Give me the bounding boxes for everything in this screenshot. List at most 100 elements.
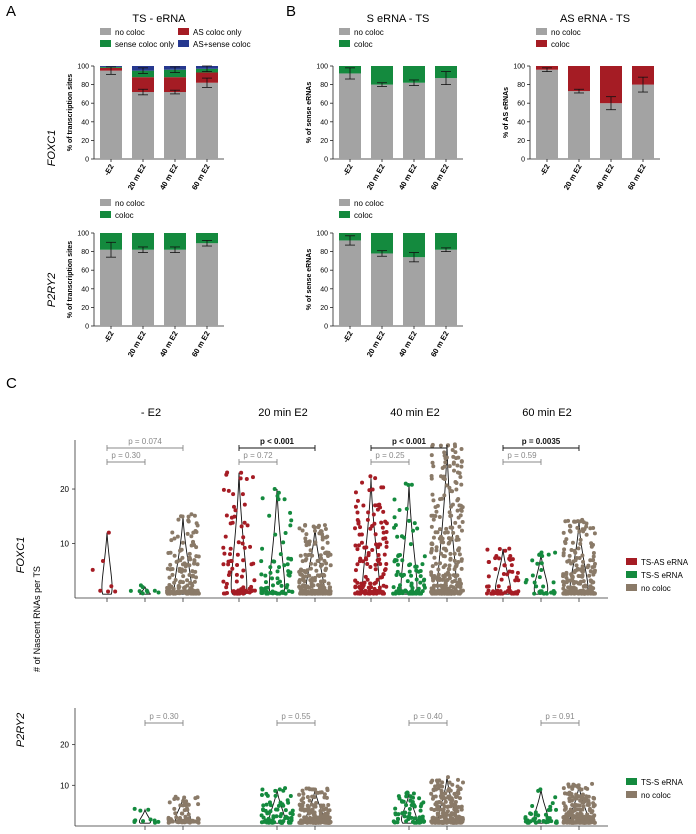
- data-point: [449, 800, 454, 805]
- data-point: [167, 586, 172, 591]
- data-point: [447, 780, 452, 785]
- data-point: [180, 540, 185, 545]
- data-point: [191, 539, 196, 544]
- data-point: [360, 480, 365, 485]
- data-point: [372, 581, 377, 586]
- bar-segment-0: [536, 69, 558, 159]
- data-point: [313, 562, 318, 567]
- data-point: [592, 803, 597, 808]
- data-point: [366, 553, 371, 558]
- bar-segment-0: [568, 91, 590, 159]
- data-point: [456, 559, 461, 564]
- data-point: [241, 558, 246, 563]
- data-point: [301, 583, 306, 588]
- data-point: [283, 531, 288, 536]
- data-point: [308, 561, 313, 566]
- data-point: [221, 591, 226, 596]
- data-point: [453, 520, 458, 525]
- y-tick-label: 20: [81, 305, 89, 312]
- data-point: [436, 572, 441, 577]
- data-point: [541, 819, 546, 824]
- data-point: [303, 523, 308, 528]
- data-point: [407, 569, 412, 574]
- data-point: [373, 532, 378, 537]
- data-point: [297, 526, 302, 531]
- legend-label: coloc: [551, 40, 570, 49]
- data-point: [185, 578, 190, 583]
- data-point: [300, 572, 305, 577]
- p-value-label: p < 0.001: [392, 437, 427, 446]
- y-tick-label: 0: [521, 157, 525, 164]
- data-point: [430, 778, 435, 783]
- data-point: [190, 818, 195, 823]
- data-point: [235, 563, 240, 568]
- data-point: [109, 584, 114, 589]
- data-point: [443, 460, 448, 465]
- data-point: [452, 468, 457, 473]
- y-tick-label: 60: [517, 101, 525, 108]
- data-point: [573, 815, 578, 820]
- data-point: [169, 589, 174, 594]
- chart-b1: S eRNA - TS no coloc coloc 0 20 40 60 80 100 % of…: [306, 13, 463, 192]
- data-point: [497, 556, 502, 561]
- data-point: [440, 784, 445, 789]
- data-point: [323, 551, 328, 556]
- data-point: [355, 580, 360, 585]
- data-point: [535, 561, 540, 566]
- data-point: [400, 558, 405, 563]
- bar-segment-1: [568, 66, 590, 92]
- data-point: [455, 508, 460, 513]
- data-point: [182, 561, 187, 566]
- data-point: [312, 810, 317, 815]
- data-point: [175, 589, 180, 594]
- data-point: [579, 787, 584, 792]
- data-point: [446, 775, 451, 780]
- group-title: 20 min E2: [258, 407, 308, 419]
- bar-segment-0: [371, 253, 393, 326]
- data-point: [259, 572, 264, 577]
- data-point: [242, 545, 247, 550]
- data-point: [313, 820, 318, 825]
- data-point: [413, 564, 418, 569]
- data-point: [444, 526, 449, 531]
- data-point: [404, 794, 409, 799]
- data-point: [575, 525, 580, 530]
- data-point: [453, 450, 458, 455]
- data-point: [326, 803, 331, 808]
- data-point: [590, 580, 595, 585]
- p-value-label: p = 0.0035: [522, 437, 561, 446]
- data-point: [392, 559, 397, 564]
- data-point: [308, 566, 313, 571]
- data-point: [355, 547, 360, 552]
- x-tick-label: -E2: [538, 163, 552, 178]
- data-point: [355, 562, 360, 567]
- data-point: [186, 514, 191, 519]
- legend-label: no coloc: [354, 28, 384, 37]
- data-point: [435, 780, 440, 785]
- data-point: [453, 810, 458, 815]
- y-tick-label: 60: [81, 101, 89, 108]
- data-point: [537, 819, 542, 824]
- data-point: [450, 448, 455, 453]
- legend-swatch: [626, 778, 637, 785]
- data-point: [183, 585, 188, 590]
- data-point: [288, 523, 293, 528]
- x-tick-label: 20 m E2: [365, 330, 387, 359]
- data-point: [449, 584, 454, 589]
- data-point: [306, 819, 311, 824]
- data-point: [547, 819, 552, 824]
- data-point: [240, 492, 245, 497]
- data-point: [232, 504, 237, 509]
- legend-label: sense coloc only: [115, 40, 174, 49]
- data-point: [377, 585, 382, 590]
- data-point: [455, 463, 460, 468]
- data-point: [457, 578, 462, 583]
- data-point: [436, 819, 441, 824]
- data-point: [190, 583, 195, 588]
- y-tick-label: 20: [320, 305, 328, 312]
- data-point: [290, 808, 295, 813]
- y-tick-label: 80: [517, 82, 525, 89]
- data-point: [497, 546, 502, 551]
- data-point: [456, 455, 461, 460]
- data-point: [578, 798, 583, 803]
